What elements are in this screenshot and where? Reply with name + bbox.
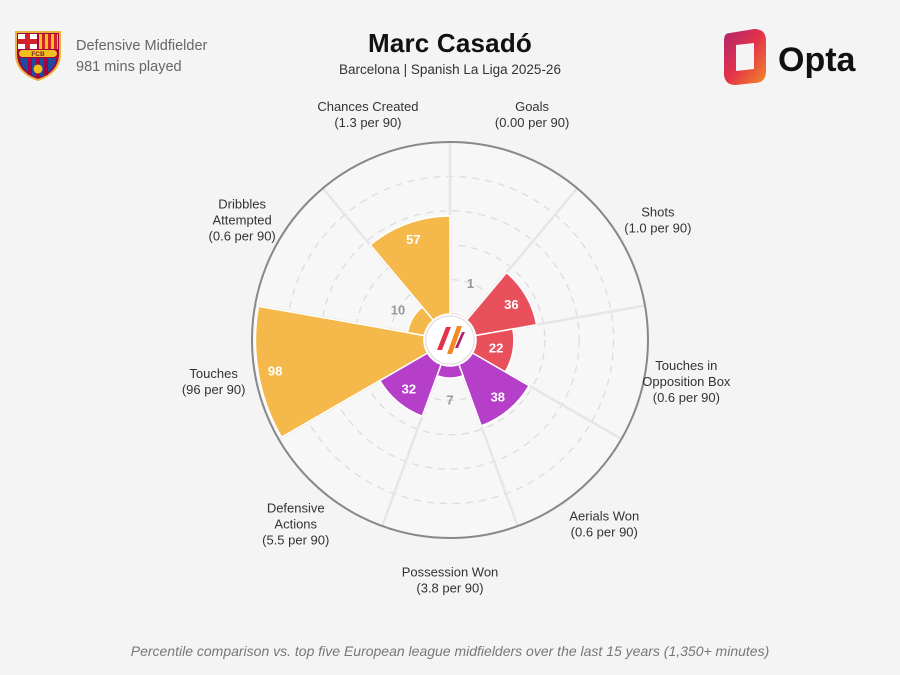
axis-label: Shots (1.0 per 90)	[624, 205, 691, 236]
axis-label: Chances Created (1.3 per 90)	[317, 99, 418, 130]
wedge-aerials-won	[457, 351, 531, 427]
axis-label: Possession Won (3.8 per 90)	[402, 565, 499, 596]
chart-axis-labels: Goals (0.00 per 90) Shots (1.0 per 90) Touch…	[182, 99, 731, 596]
crest-text: FCB	[31, 51, 45, 58]
axis-label: Touches in Opposition Box (0.6 per 90)	[642, 358, 731, 405]
axis-label: Touches (96 per 90)	[182, 366, 246, 397]
chart-value-labels: 1 36 22 38 7 32 98 10 57	[268, 232, 519, 408]
barcelona-crest-icon: FCB	[15, 31, 61, 82]
wedge-defensive-actions	[378, 351, 443, 418]
player-meta: Defensive Midfielder 981 mins played	[76, 36, 207, 78]
page-title: Marc Casadó	[367, 28, 533, 58]
chart-outer-ring	[251, 141, 649, 539]
opta-center-logo-icon	[425, 315, 475, 365]
wedge-value-label: 10	[391, 303, 405, 318]
axis-label: Dribbles Attempted (0.6 per 90)	[209, 197, 276, 244]
page-subtitle: Barcelona | Spanish La Liga 2025-26	[339, 62, 561, 77]
brand-name: Opta	[778, 41, 857, 79]
wedge-value-label: 57	[406, 232, 420, 247]
footnote: Percentile comparison vs. top five Europ…	[130, 643, 770, 659]
wedge-value-label: 22	[489, 341, 503, 356]
axis-label: Defensive Actions (5.5 per 90)	[262, 500, 329, 547]
wedge-touches	[254, 305, 429, 439]
wedge-shots	[465, 271, 538, 337]
wedge-value-label: 32	[402, 382, 416, 397]
wedge-value-label: 38	[491, 389, 505, 404]
axis-label: Aerials Won (0.6 per 90)	[569, 508, 639, 539]
chart-wedges	[254, 215, 538, 439]
wedge-chances-created	[369, 215, 451, 322]
title-block: Marc Casadó Barcelona | Spanish La Liga …	[0, 28, 900, 77]
wedge-value-label: 1	[467, 276, 474, 291]
player-minutes: 981 mins played	[76, 59, 182, 75]
wedge-value-label: 98	[268, 363, 282, 378]
wedge-value-label: 36	[504, 297, 518, 312]
opta-logo-icon: Opta	[724, 29, 857, 85]
axis-label: Goals (0.00 per 90)	[495, 99, 569, 130]
wedge-value-label: 7	[446, 393, 453, 408]
player-position: Defensive Midfielder	[76, 38, 208, 54]
